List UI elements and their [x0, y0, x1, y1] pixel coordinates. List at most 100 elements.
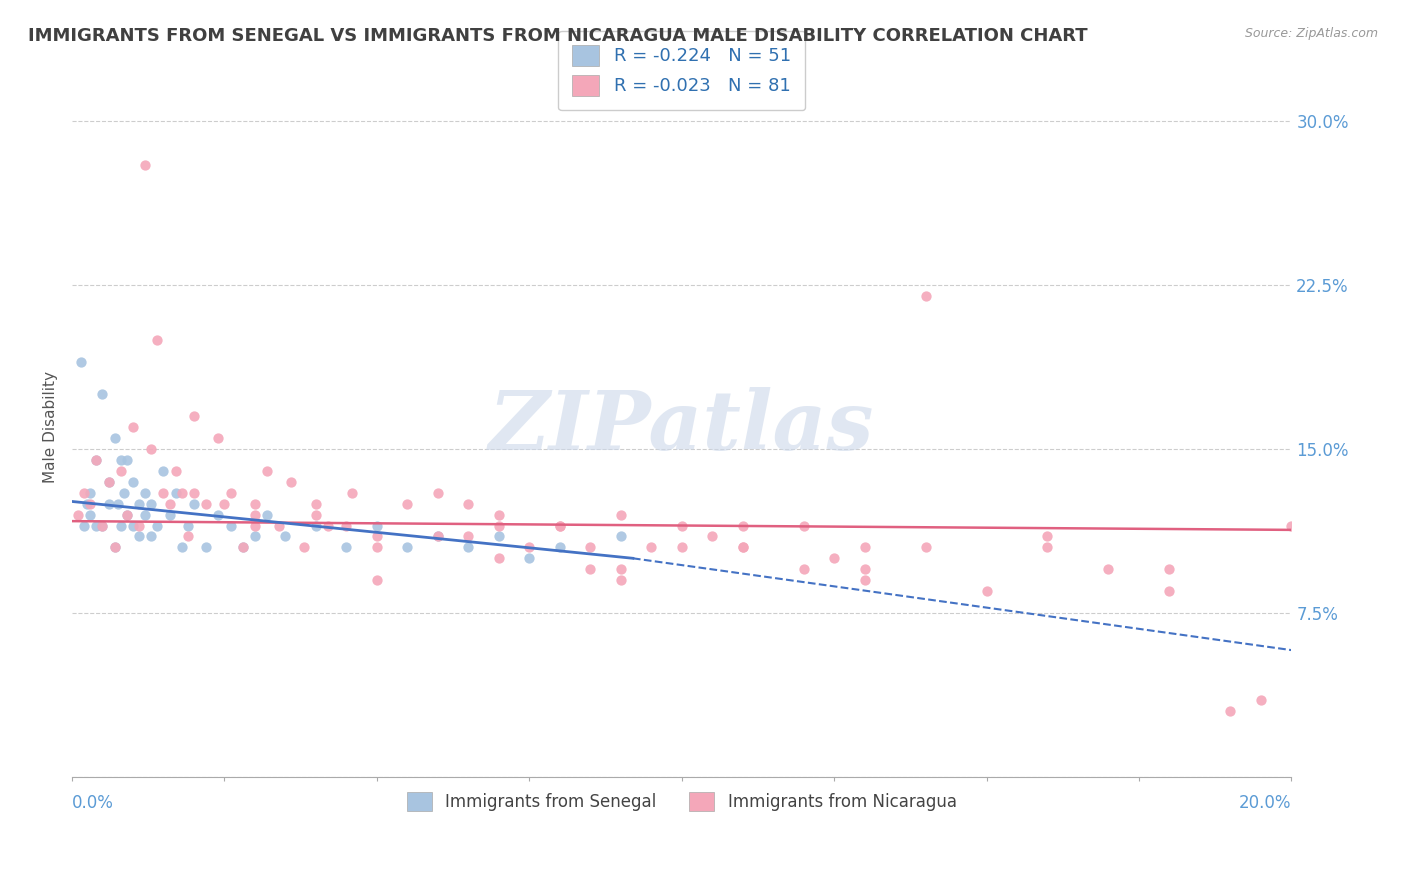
Point [548, 541, 571, 555]
Point [426, 529, 449, 543]
Point [128, 518, 150, 533]
Point [86, 518, 108, 533]
Point [609, 562, 631, 576]
Point [579, 562, 602, 576]
Point [110, 518, 132, 533]
Point [91, 518, 114, 533]
Point [366, 541, 388, 555]
Point [134, 508, 156, 522]
Point [396, 541, 419, 555]
Point [183, 497, 205, 511]
Point [305, 497, 328, 511]
Point [793, 518, 815, 533]
Point [914, 289, 936, 303]
Text: 0.0%: 0.0% [72, 795, 114, 813]
Point [97, 475, 120, 489]
Point [219, 485, 242, 500]
Point [97, 497, 120, 511]
Point [243, 508, 266, 522]
Point [366, 529, 388, 543]
Point [1159, 584, 1181, 599]
Point [219, 518, 242, 533]
Point [305, 508, 328, 522]
Point [165, 485, 187, 500]
Point [152, 485, 174, 500]
Point [640, 541, 662, 555]
Point [1097, 562, 1119, 576]
Point [76, 497, 98, 511]
Point [731, 541, 754, 555]
Point [853, 573, 876, 587]
Point [243, 518, 266, 533]
Point [335, 518, 357, 533]
Point [548, 518, 571, 533]
Point [183, 409, 205, 424]
Point [457, 541, 479, 555]
Point [91, 387, 114, 401]
Point [579, 541, 602, 555]
Point [256, 464, 278, 478]
Point [159, 508, 181, 522]
Point [793, 562, 815, 576]
Point [457, 497, 479, 511]
Point [914, 541, 936, 555]
Point [128, 529, 150, 543]
Point [457, 529, 479, 543]
Y-axis label: Male Disability: Male Disability [44, 371, 58, 483]
Point [195, 497, 218, 511]
Point [79, 497, 101, 511]
Point [292, 541, 315, 555]
Point [335, 541, 357, 555]
Point [342, 485, 364, 500]
Point [214, 497, 236, 511]
Point [488, 518, 510, 533]
Point [517, 551, 540, 566]
Point [170, 485, 193, 500]
Text: IMMIGRANTS FROM SENEGAL VS IMMIGRANTS FROM NICARAGUA MALE DISABILITY CORRELATION: IMMIGRANTS FROM SENEGAL VS IMMIGRANTS FR… [28, 27, 1088, 45]
Point [104, 431, 127, 445]
Point [1250, 693, 1272, 707]
Point [1279, 518, 1302, 533]
Point [141, 497, 163, 511]
Point [122, 420, 145, 434]
Point [146, 333, 169, 347]
Point [316, 518, 339, 533]
Point [141, 442, 163, 456]
Point [488, 529, 510, 543]
Point [128, 497, 150, 511]
Point [488, 551, 510, 566]
Point [232, 541, 254, 555]
Point [183, 485, 205, 500]
Point [671, 541, 693, 555]
Point [853, 562, 876, 576]
Point [274, 529, 297, 543]
Point [731, 518, 754, 533]
Point [115, 508, 138, 522]
Point [67, 508, 90, 522]
Point [79, 485, 101, 500]
Point [112, 485, 135, 500]
Point [366, 573, 388, 587]
Point [177, 529, 200, 543]
Point [73, 518, 96, 533]
Point [73, 485, 96, 500]
Point [115, 508, 138, 522]
Text: Source: ZipAtlas.com: Source: ZipAtlas.com [1244, 27, 1378, 40]
Point [1036, 541, 1059, 555]
Point [488, 508, 510, 522]
Point [671, 518, 693, 533]
Point [517, 541, 540, 555]
Point [426, 529, 449, 543]
Point [170, 541, 193, 555]
Legend: Immigrants from Senegal, Immigrants from Nicaragua: Immigrants from Senegal, Immigrants from… [394, 779, 970, 824]
Point [159, 497, 181, 511]
Point [232, 541, 254, 555]
Point [1036, 529, 1059, 543]
Point [269, 518, 291, 533]
Text: ZIPatlas: ZIPatlas [489, 387, 875, 467]
Point [122, 518, 145, 533]
Point [70, 354, 93, 368]
Point [134, 158, 156, 172]
Point [79, 508, 101, 522]
Point [1159, 562, 1181, 576]
